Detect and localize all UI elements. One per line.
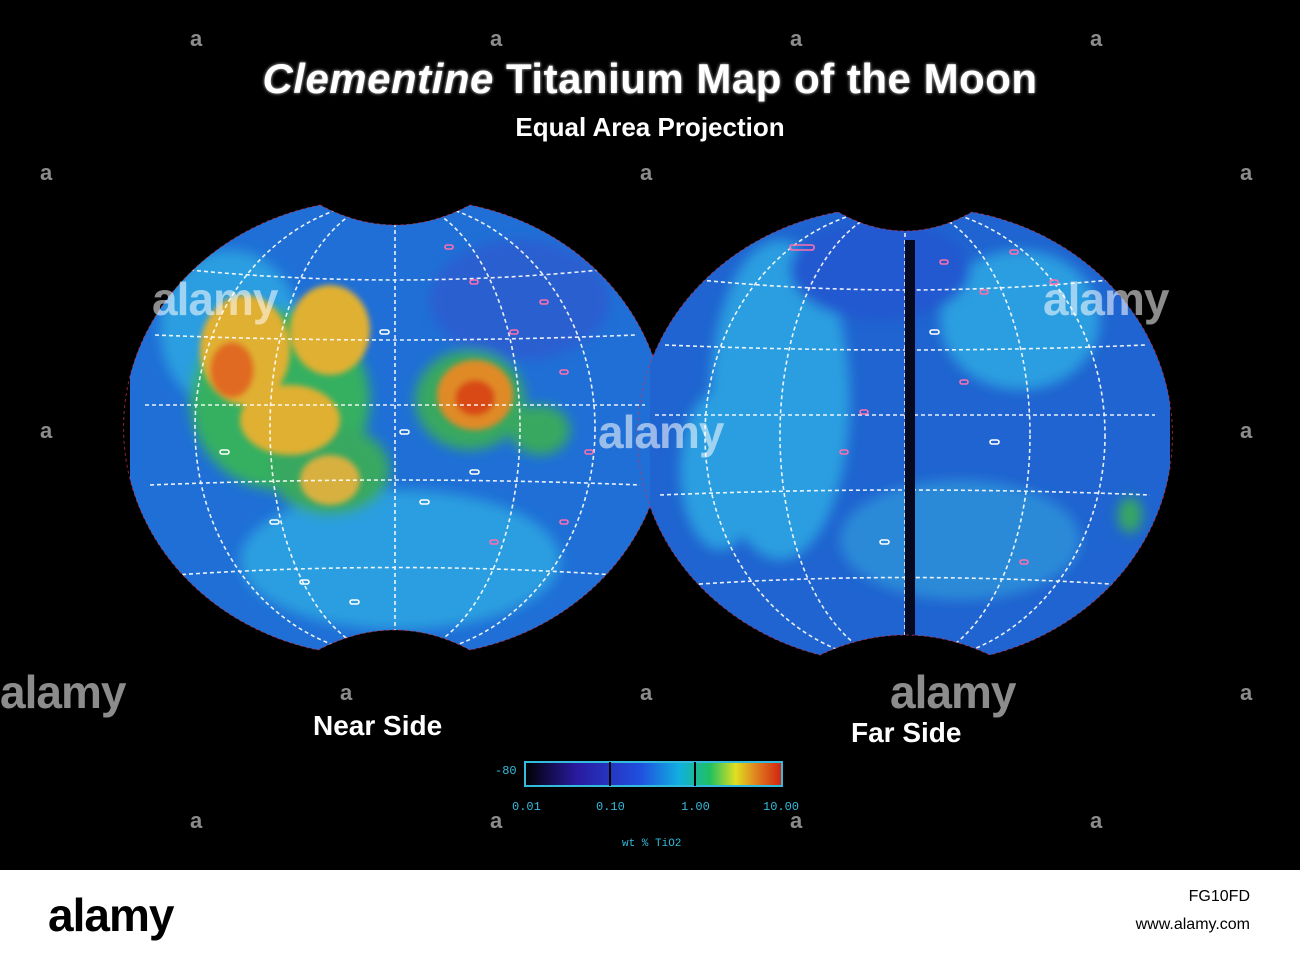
far-side-label: Far Side xyxy=(851,717,962,748)
watermark: alamy xyxy=(1043,273,1169,325)
near-side-map xyxy=(130,205,660,650)
watermark-mark: a xyxy=(40,418,53,443)
watermark-mark: a xyxy=(1240,160,1253,185)
colorbar-tick: 1.00 xyxy=(681,800,710,814)
map-title: Clementine Titanium Map of the Moon xyxy=(0,55,1300,103)
watermark-mark: a xyxy=(490,808,503,833)
watermark-mark: a xyxy=(1090,26,1103,51)
map-subtitle: Equal Area Projection xyxy=(515,112,785,142)
colorbar-tick: 0.01 xyxy=(512,800,541,814)
watermark-mark: a xyxy=(640,680,653,705)
watermark-mark: a xyxy=(490,26,503,51)
colorbar-unit: wt % TiO2 xyxy=(622,838,682,850)
near-side-label: Near Side xyxy=(313,710,443,741)
watermark-mark: a xyxy=(340,680,353,705)
watermark-mark: a xyxy=(190,26,203,51)
watermark-mark: a xyxy=(1240,418,1253,443)
watermark-mark: a xyxy=(190,808,203,833)
watermark-mark: a xyxy=(640,160,653,185)
watermark-mark: a xyxy=(790,26,803,51)
far-side-map xyxy=(650,212,1170,655)
colorbar-tick: 0.10 xyxy=(596,800,625,814)
watermark-mark: a xyxy=(40,160,53,185)
watermark: alamy xyxy=(0,666,126,718)
footer-site: www.alamy.com xyxy=(1135,916,1250,933)
colorbar xyxy=(524,761,783,787)
footer-brand: alamy xyxy=(48,889,174,941)
watermark: alamy xyxy=(890,666,1016,718)
watermark: alamy xyxy=(152,273,278,325)
colorbar-low-label: -80 xyxy=(495,764,517,778)
title-rest: Titanium Map of the Moon xyxy=(506,55,1038,102)
colorbar-tick: 10.00 xyxy=(763,800,800,814)
watermark-mark: a xyxy=(790,808,803,833)
watermark-mark: a xyxy=(1090,808,1103,833)
title-italic: Clementine xyxy=(262,55,494,102)
footer-bar: alamy FG10FD www.alamy.com xyxy=(0,870,1300,960)
image-code: FG10FD xyxy=(1188,888,1250,905)
watermark-mark: a xyxy=(1240,680,1253,705)
watermark: alamy xyxy=(598,406,724,458)
